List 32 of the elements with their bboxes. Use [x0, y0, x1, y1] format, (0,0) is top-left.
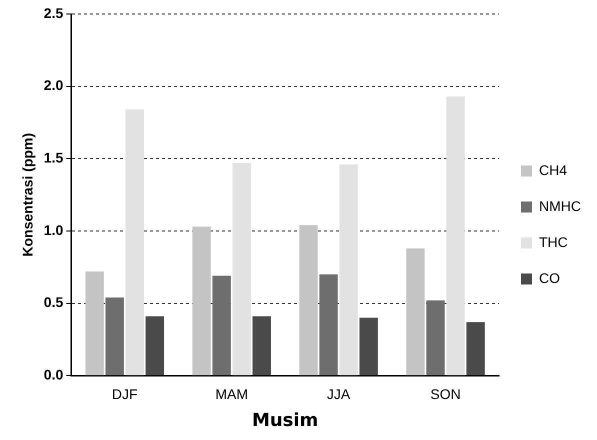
- x-tick-label: DJF: [112, 386, 138, 402]
- bar: [446, 96, 465, 376]
- y-tick-label: 1.0: [44, 222, 64, 238]
- y-tick-label: 0.5: [44, 294, 64, 310]
- y-tick-label: 2.0: [44, 77, 64, 94]
- bar: [426, 300, 445, 376]
- legend-label: THC: [539, 234, 568, 250]
- y-tick-label: 0.0: [44, 366, 64, 382]
- bar: [339, 164, 358, 376]
- legend-label: CH4: [539, 162, 568, 178]
- bar: [192, 226, 211, 376]
- bar: [359, 318, 378, 376]
- bar: [126, 109, 144, 376]
- bar: [406, 248, 425, 376]
- legend-label: CO: [539, 270, 560, 286]
- bar: [319, 274, 338, 376]
- bar: [252, 316, 271, 376]
- y-tick-label: 2.5: [44, 4, 64, 21]
- bar: [299, 225, 318, 376]
- bar: [466, 322, 485, 376]
- x-tick-label: SON: [430, 386, 461, 402]
- x-tick-label: MAM: [215, 386, 248, 402]
- y-tick-label: 1.5: [44, 150, 64, 166]
- legend-label: NMHC: [539, 198, 582, 214]
- bar: [105, 297, 124, 376]
- bar: [85, 271, 104, 376]
- bar: [212, 276, 231, 376]
- bar: [232, 162, 251, 376]
- x-tick-label: JJA: [326, 386, 351, 402]
- x-axis-title: Musim: [252, 410, 318, 431]
- y-axis-title: Konsentrasi (ppm): [19, 132, 36, 257]
- bar: [146, 316, 164, 376]
